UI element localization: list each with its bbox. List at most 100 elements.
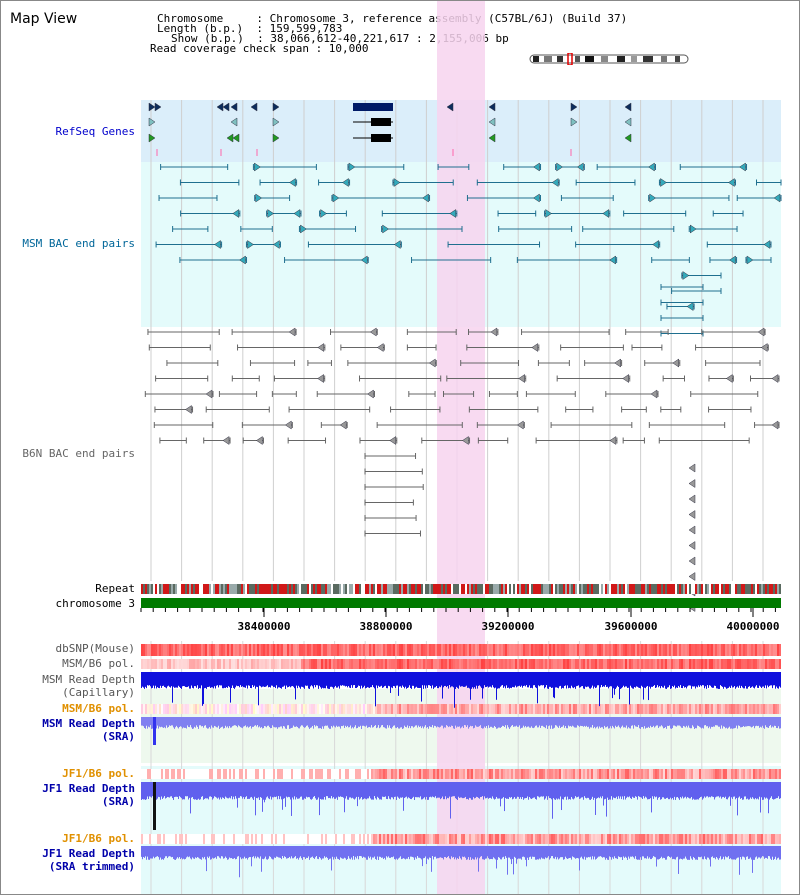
- dbsnp-density: [469, 644, 471, 656]
- msm-depth-capillary-bar: [260, 672, 261, 687]
- jf1-depth-sra-bar: [275, 782, 276, 798]
- jf1-depth-sra-bar: [476, 782, 477, 797]
- jf1-b6-pol-density: [327, 769, 329, 779]
- msm-depth-capillary-bar: [377, 672, 378, 689]
- msm-depth-sra-bar: [585, 717, 586, 727]
- dbsnp-density: [145, 644, 147, 656]
- chromosome-ideogram[interactable]: [529, 53, 691, 65]
- jf1-depth-sra-bar: [501, 782, 502, 799]
- repeat-segment: [255, 584, 257, 594]
- jf1-b6-pol-density: [407, 769, 409, 779]
- jf1-depth-trimmed-bar: [190, 846, 191, 859]
- jf1-b6-pol-density: [623, 769, 625, 779]
- jf1-b6-pol-density: [705, 769, 707, 779]
- msm-depth-sra-bar: [539, 717, 540, 726]
- jf1-b6-pol-density: [293, 834, 295, 844]
- jf1-depth-sra-bar: [467, 782, 468, 799]
- msm-b6-pol-density: [729, 659, 731, 669]
- jf1-depth-sra-bar: [558, 782, 559, 799]
- msm-bac-end-arrow: [255, 193, 263, 203]
- jf1-b6-pol-density: [625, 769, 627, 779]
- jf1-depth-sra-bar: [725, 782, 726, 797]
- jf1-depth-trimmed-bar: [238, 846, 239, 857]
- jf1-depth-trimmed-bar: [334, 846, 335, 858]
- msm-depth-sra-bar: [576, 717, 577, 728]
- jf1-b6-pol-density: [463, 769, 465, 779]
- msm-depth-capillary-bar: [672, 672, 673, 687]
- jf1-b6-pol-density: [277, 834, 279, 844]
- msm-depth-sra-bar: [214, 717, 215, 726]
- msm-b6-pol-density: [221, 659, 223, 669]
- jf1-b6-pol-density: [703, 769, 705, 779]
- repeat-segment: [493, 584, 495, 594]
- msm-depth-sra-bar: [780, 717, 781, 729]
- msm-depth-capillary-bar: [770, 672, 771, 686]
- jf1-b6-pol-density: [681, 834, 683, 844]
- msm-depth-capillary-bar: [220, 672, 221, 686]
- jf1-depth-sra-bar: [143, 782, 144, 800]
- msm-depth-capillary-bar: [733, 672, 734, 688]
- msm-depth-capillary-bar: [179, 672, 180, 687]
- dbsnp-density: [743, 644, 745, 656]
- jf1-depth-sra-bar: [355, 782, 356, 799]
- jf1-b6-pol-density: [389, 769, 391, 779]
- jf1-depth-trimmed-bar: [417, 846, 418, 857]
- jf1-b6-pol-density: [533, 769, 535, 779]
- msm-depth-sra-bar: [511, 717, 512, 726]
- jf1-depth-trimmed-bar: [168, 846, 169, 857]
- msm-depth-sra-bar: [145, 717, 146, 729]
- jf1-depth-sra-bar: [708, 782, 709, 798]
- dbsnp-density: [601, 644, 603, 656]
- msm-depth-capillary-bar: [617, 672, 618, 686]
- jf1-depth-sra-bar: [658, 782, 659, 798]
- jf1-depth-trimmed-bar: [323, 846, 324, 859]
- msm-b6-pol-density: [517, 704, 519, 714]
- jf1-b6-pol-density: [649, 769, 651, 779]
- msm-b6-pol-density: [253, 704, 255, 714]
- jf1-depth-trimmed-bar: [362, 846, 363, 858]
- msm-depth-sra-bar: [499, 717, 500, 728]
- jf1-depth-sra-bar: [250, 782, 251, 798]
- jf1-depth-sra-bar: [718, 782, 719, 797]
- jf1-depth-trimmed-bar: [517, 846, 518, 860]
- jf1-depth-trimmed-bar: [244, 846, 245, 857]
- jf1-depth-trimmed-bar: [283, 846, 284, 859]
- jf1-b6-pol-density: [297, 834, 299, 844]
- ideogram-position-marker: [567, 53, 573, 65]
- jf1-depth-trimmed-bar: [311, 846, 312, 858]
- msm-depth-capillary-bar: [385, 672, 386, 686]
- msm-depth-sra-bar: [767, 717, 768, 728]
- msm-b6-pol-density: [479, 659, 481, 669]
- msm-depth-sra-bar: [382, 717, 383, 726]
- jf1-depth-trimmed-bar: [325, 846, 326, 858]
- jf1-depth-sra-bar: [216, 782, 217, 798]
- msm-b6-pol-density: [331, 659, 333, 669]
- msm-b6-pol-density: [227, 704, 229, 714]
- jf1-b6-pol-density: [373, 769, 375, 779]
- dbsnp-density: [611, 644, 613, 656]
- msm-b6-pol-density: [217, 704, 219, 714]
- msm-depth-capillary-bar: [207, 672, 208, 688]
- jf1-b6-pol-density: [747, 834, 749, 844]
- msm-b6-pol-density: [257, 704, 259, 714]
- jf1-depth-trimmed-bar: [282, 846, 283, 857]
- msm-b6-pol-density: [451, 704, 453, 714]
- msm-b6-pol-density: [277, 659, 279, 669]
- dbsnp-density: [209, 644, 211, 656]
- dbsnp-density: [157, 644, 159, 656]
- jf1-b6-pol-density: [263, 769, 265, 779]
- msm-depth-capillary-bar: [305, 672, 306, 686]
- msm-depth-sra-bar: [741, 717, 742, 728]
- msm-depth-sra-bar: [358, 717, 359, 727]
- msm-depth-capillary-bar: [157, 672, 158, 688]
- msm-depth-capillary-bar: [541, 672, 542, 686]
- b6n-bac-end-arrow: [376, 343, 384, 352]
- repeat-segment: [187, 584, 189, 594]
- msm-depth-sra-bar: [254, 717, 255, 726]
- jf1-b6-pol-density: [431, 834, 433, 844]
- jf1-depth-sra-bar: [500, 782, 501, 807]
- repeat-segment: [343, 584, 345, 594]
- dbsnp-density: [203, 644, 205, 656]
- msm-depth-capillary-bar: [374, 672, 375, 689]
